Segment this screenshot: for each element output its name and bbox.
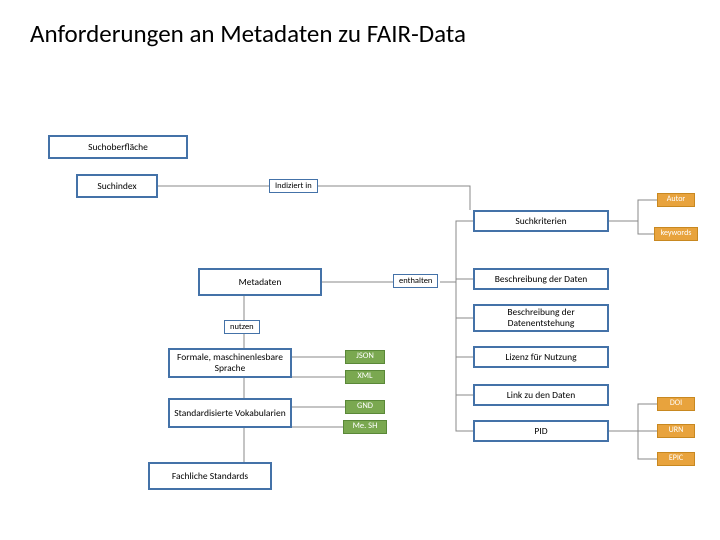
diagram-edges [0,0,720,540]
node-pid: PID [473,420,609,442]
page-title: Anforderungen an Metadaten zu FAIR-Data [30,18,466,49]
edge-label-enthalten: enthalten [393,274,438,288]
node-formale_sprache: Formale, maschinenlesbare Sprache [168,348,292,378]
edge-1 [322,221,473,282]
edge-2 [456,279,473,282]
node-suchoberflaeche: Suchoberfläche [48,135,188,159]
node-fach_standards: Fachliche Standards [148,462,272,490]
edge-4 [456,282,473,357]
node-metadaten: Metadaten [198,268,322,296]
node-autor: Autor [657,193,695,207]
node-keywords: keywords [654,227,698,241]
edge-label-nutzen: nutzen [224,320,260,334]
node-urn: URN [657,424,695,438]
edge-18 [638,431,657,459]
edge-5 [456,282,473,395]
edge-label-indiziert_in: Indiziert in [269,179,318,193]
node-doi: DOI [657,397,695,411]
edge-15 [638,221,654,234]
node-gnd: GND [345,400,385,414]
node-me_sh: Me. SH [343,420,387,434]
node-suchkriterien: Suchkriterien [473,210,609,232]
node-xml: XML [345,370,385,384]
node-json: JSON [345,350,385,364]
node-lizenz: Lizenz für Nutzung [473,346,609,368]
node-std_vokab: Standardisierte Vokabularien [168,398,292,428]
node-epic: EPIC [657,452,695,466]
edge-14 [609,200,657,221]
edge-6 [456,282,473,431]
edge-16 [609,404,657,431]
edge-3 [456,282,473,318]
node-beschr_entstehung: Beschreibung der Datenentstehung [473,304,609,332]
node-suchindex: Suchindex [76,174,158,198]
node-link_daten: Link zu den Daten [473,384,609,406]
node-beschr_daten: Beschreibung der Daten [473,268,609,290]
